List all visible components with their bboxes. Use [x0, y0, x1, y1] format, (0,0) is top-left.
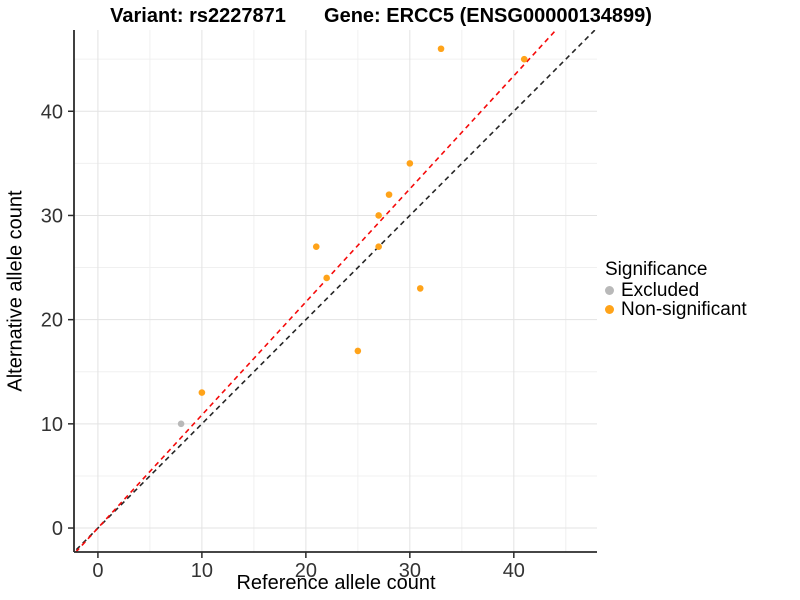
legend-item-label: Excluded	[621, 280, 700, 301]
x-tick-label: 10	[191, 560, 213, 582]
legend-item-label: Non-significant	[621, 299, 747, 320]
y-tick-label: 10	[41, 414, 63, 436]
x-tick-label: 40	[503, 560, 525, 582]
data-point-non-significant	[198, 389, 206, 396]
data-point-non-significant	[416, 285, 424, 292]
data-point-non-significant	[323, 274, 330, 282]
x-tick-label: 0	[92, 560, 103, 582]
identity-line	[74, 30, 597, 552]
data-point-non-significant	[354, 347, 362, 355]
data-point-excluded	[177, 420, 185, 428]
data-point-non-significant	[385, 191, 393, 198]
data-point-non-significant	[520, 55, 528, 63]
data-point-non-significant	[375, 243, 382, 251]
y-tick-label: 40	[41, 101, 63, 123]
variant-title: Variant: rs2227871	[110, 5, 286, 27]
y-tick-label: 30	[41, 205, 63, 227]
x-tick-label: 20	[295, 560, 317, 582]
data-point-non-significant	[312, 243, 320, 251]
legend-title: Significance	[605, 259, 708, 280]
legend-dot-icon	[605, 305, 614, 314]
legend-item-excluded: Excluded	[605, 281, 747, 300]
y-axis-title: Alternative allele count	[4, 190, 27, 392]
data-point-non-significant	[437, 45, 445, 53]
y-tick-label: 20	[41, 310, 63, 332]
x-tick-label: 30	[399, 560, 421, 582]
y-tick-label: 0	[52, 518, 63, 540]
legend-item-non-significant: Non-significant	[605, 300, 747, 319]
reference-lines	[74, 30, 597, 552]
data-point-non-significant	[375, 212, 382, 219]
legend-items: Excluded Non-significant	[605, 281, 747, 319]
gene-title: Gene: ERCC5 (ENSG00000134899)	[324, 5, 652, 27]
x-axis-title: Reference allele count	[236, 572, 436, 594]
data-point-non-significant	[406, 160, 414, 167]
ratio-line	[74, 30, 558, 552]
legend: Significance Excluded Non-significant	[605, 258, 747, 319]
legend-dot-icon	[605, 286, 614, 295]
